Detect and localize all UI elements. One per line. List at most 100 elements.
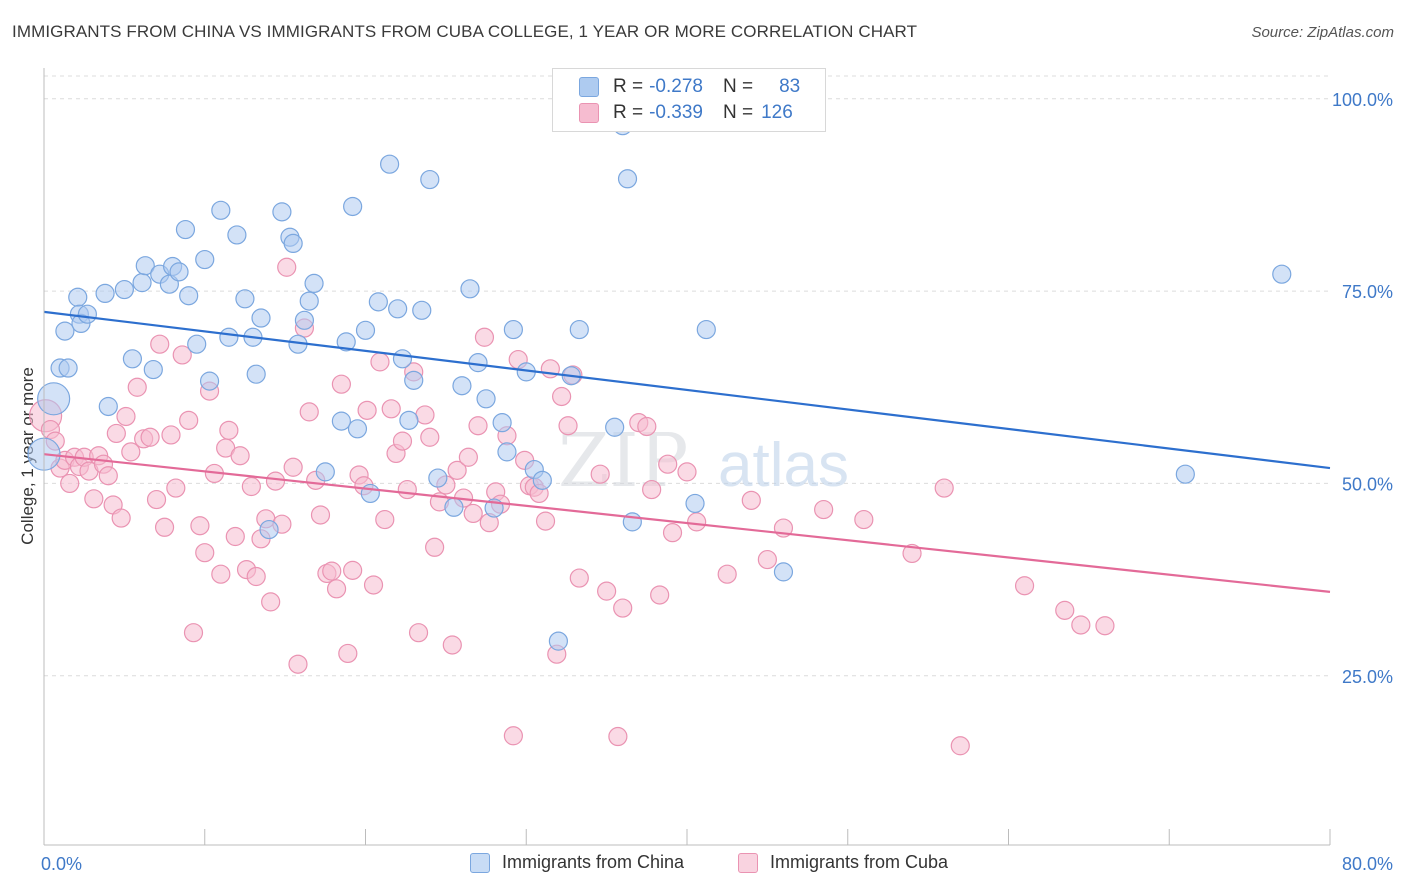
point-cuba [650, 585, 670, 605]
bottom-legend-cuba: Immigrants from Cuba [738, 852, 948, 873]
point-cuba [558, 416, 578, 436]
point-china [548, 631, 569, 651]
point-cuba [183, 623, 204, 643]
point-cuba [814, 499, 834, 520]
point-cuba [84, 489, 104, 509]
point-cuba [854, 509, 874, 530]
point-china [420, 169, 440, 190]
point-cuba [338, 643, 358, 664]
bottom-legend-label-china: Immigrants from China [502, 852, 685, 872]
point-cuba [190, 516, 210, 536]
chart-title: IMMIGRANTS FROM CHINA VS IMMIGRANTS FROM… [12, 22, 918, 41]
point-cuba [310, 505, 331, 525]
point-cuba [172, 345, 192, 365]
legend-n-label: N = [722, 76, 754, 97]
point-china [569, 319, 589, 340]
y-tick-label-25: 25.0% [1342, 667, 1393, 687]
y-tick-labels: 25.0% 50.0% 75.0% 100.0% [1332, 90, 1393, 687]
point-china [468, 353, 488, 373]
point-cuba [161, 425, 181, 445]
point-cuba [154, 517, 175, 537]
point-china [227, 225, 247, 245]
point-china [404, 370, 424, 390]
point-china [492, 413, 512, 433]
point-china [503, 319, 523, 340]
legend-r-label: R = [613, 76, 644, 97]
point-cuba [468, 416, 488, 436]
bottom-legend: Immigrants from China Immigrants from Cu… [0, 852, 1406, 878]
point-cuba [741, 490, 761, 510]
point-cuba [569, 568, 589, 588]
legend-n-value: 126 [761, 102, 793, 123]
point-cuba [146, 489, 167, 510]
point-china [283, 233, 303, 254]
point-china [246, 364, 266, 384]
point-china [388, 299, 408, 319]
point-cuba [322, 561, 342, 581]
point-cuba [1095, 616, 1115, 636]
point-china [685, 493, 705, 514]
point-china [605, 417, 625, 437]
point-china [532, 470, 552, 490]
y-tick-label-50: 50.0% [1342, 474, 1393, 494]
legend-r-label: R = [613, 102, 644, 123]
point-china [355, 320, 376, 340]
point-china [315, 462, 335, 482]
point-china [294, 310, 315, 330]
point-china [37, 382, 71, 416]
point-china [95, 283, 115, 304]
point-cuba [1071, 615, 1091, 635]
point-cuba [608, 726, 628, 747]
point-cuba [211, 564, 231, 584]
point-china [696, 319, 716, 340]
point-china [114, 279, 134, 300]
point-cuba [503, 726, 523, 746]
point-cuba [613, 598, 633, 618]
point-cuba [370, 352, 390, 372]
point-china [452, 376, 472, 396]
point-china [251, 308, 271, 328]
point-cuba [98, 466, 118, 486]
point-cuba [392, 431, 413, 451]
point-cuba [277, 257, 297, 277]
point-cuba [331, 374, 351, 394]
point-china [336, 332, 356, 352]
source-label: Source: ZipAtlas.com [1251, 24, 1394, 41]
point-cuba [425, 537, 445, 557]
point-cuba [757, 549, 777, 570]
point-cuba [1014, 576, 1035, 596]
point-china [77, 304, 98, 324]
point-cuba [230, 446, 250, 466]
point-china [331, 411, 351, 431]
point-china [169, 262, 189, 282]
point-china [219, 327, 239, 347]
point-china [412, 300, 432, 320]
legend-row-china: R = -0.278 N = 83 [579, 74, 800, 100]
y-tick-label-75: 75.0% [1342, 282, 1393, 302]
point-china [299, 291, 319, 311]
point-china [55, 321, 75, 341]
point-cuba [261, 592, 281, 612]
point-cuba [121, 442, 141, 462]
point-china [132, 273, 152, 293]
x-tick-label-max: 80.0% [1342, 854, 1393, 874]
point-cuba [637, 416, 657, 437]
legend-r-value: -0.278 [649, 76, 703, 97]
point-cuba [166, 478, 186, 498]
point-cuba [150, 334, 170, 354]
legend-n-label: N = [722, 102, 754, 123]
legend-swatch-china [579, 77, 599, 97]
point-china [428, 468, 448, 488]
trend-line-china [43, 310, 1331, 470]
point-cuba [902, 543, 922, 564]
point-china [368, 292, 388, 312]
point-cuba [642, 479, 662, 500]
point-cuba [363, 575, 384, 595]
series-cuba-points [29, 257, 1115, 756]
point-cuba [535, 511, 556, 531]
point-china [1272, 264, 1292, 284]
point-china [399, 410, 419, 430]
point-cuba [225, 526, 245, 547]
legend-swatch-cuba [579, 103, 599, 123]
